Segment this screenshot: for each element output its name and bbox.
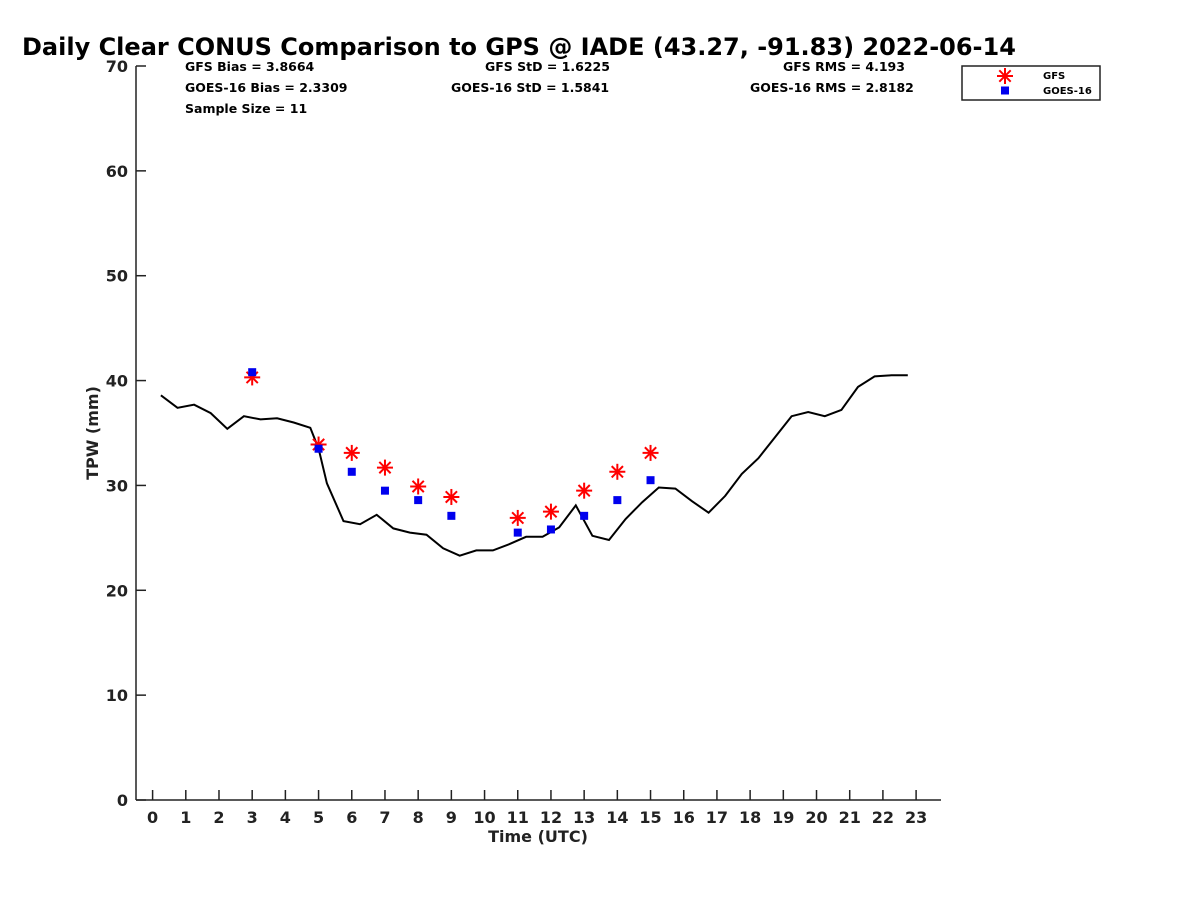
plot-area (160, 368, 908, 557)
gfs-point (542, 503, 559, 520)
x-tick-label: 12 (540, 808, 562, 827)
x-tick-label: 22 (872, 808, 894, 827)
gfs-point (609, 463, 626, 480)
x-tick-label: 4 (280, 808, 291, 827)
goes-rms-stat: GOES-16 RMS = 2.8182 (750, 80, 914, 95)
x-tick-label: 10 (473, 808, 495, 827)
goes-point (447, 511, 456, 520)
legend: GFS GOES-16 (961, 65, 1101, 101)
legend-gfs-label: GFS (1043, 71, 1065, 82)
gfs-std-stat: GFS StD = 1.6225 (485, 59, 610, 74)
x-tick-label: 11 (507, 808, 529, 827)
gfs-point (509, 509, 526, 526)
x-axis-label: Time (UTC) (488, 827, 588, 846)
goes-point (248, 368, 257, 377)
x-tick-label: 17 (706, 808, 728, 827)
x-tick-label: 14 (606, 808, 628, 827)
goes-point (546, 525, 555, 534)
y-tick-label: 20 (106, 581, 128, 600)
gfs-point (576, 482, 593, 499)
goes-point (646, 476, 655, 485)
stats-panel: GFS Bias = 3.8664 GOES-16 Bias = 2.3309 … (185, 59, 914, 116)
x-tick-label: 7 (379, 808, 390, 827)
legend-gfs-marker (997, 68, 1013, 84)
gps-series-line (160, 374, 908, 557)
y-tick-label: 40 (106, 372, 128, 391)
x-tick-label: 6 (346, 808, 357, 827)
x-tick-label: 15 (639, 808, 661, 827)
x-ticks: 0 1 2 3 4 5 6 7 8 9 10 11 12 13 14 15 16 17 18 19 20 21 22 23 (147, 790, 927, 827)
x-tick-label: 20 (805, 808, 827, 827)
gfs-bias-stat: GFS Bias = 3.8664 (185, 59, 315, 74)
x-tick-label: 16 (673, 808, 695, 827)
x-tick-label: 13 (573, 808, 595, 827)
x-tick-label: 3 (247, 808, 258, 827)
gfs-rms-stat: GFS RMS = 4.193 (783, 59, 905, 74)
goes-point (314, 444, 323, 453)
goes-std-stat: GOES-16 StD = 1.5841 (451, 80, 609, 95)
axes (135, 66, 941, 801)
x-tick-label: 23 (905, 808, 927, 827)
y-tick-label: 70 (106, 57, 128, 76)
goes-point (580, 511, 589, 520)
x-tick-label: 19 (772, 808, 794, 827)
x-tick-label: 9 (446, 808, 457, 827)
x-tick-label: 8 (413, 808, 424, 827)
goes-point (380, 486, 389, 495)
x-tick-label: 18 (739, 808, 761, 827)
legend-goes-marker (1001, 86, 1009, 95)
gfs-point (410, 478, 427, 495)
y-tick-label: 60 (106, 162, 128, 181)
goes-point (347, 467, 356, 476)
goes-point (513, 528, 522, 537)
chart-title: Daily Clear CONUS Comparison to GPS @ IA… (22, 33, 1016, 61)
goes-point (414, 496, 423, 505)
y-ticks: 0 10 20 30 40 50 60 70 (106, 57, 146, 810)
gfs-point (376, 459, 393, 476)
y-tick-label: 50 (106, 267, 128, 286)
goes-bias-stat: GOES-16 Bias = 2.3309 (185, 80, 347, 95)
legend-goes-label: GOES-16 (1043, 86, 1092, 97)
gfs-point (443, 488, 460, 505)
goes-point (613, 496, 622, 505)
x-tick-label: 0 (147, 808, 158, 827)
y-tick-label: 10 (106, 686, 128, 705)
y-axis-label: TPW (mm) (83, 386, 102, 480)
gfs-point (343, 444, 360, 461)
x-tick-label: 21 (839, 808, 861, 827)
x-tick-label: 5 (313, 808, 324, 827)
x-tick-label: 1 (180, 808, 191, 827)
legend-box (961, 65, 1101, 101)
x-tick-label: 2 (213, 808, 224, 827)
y-tick-label: 0 (117, 791, 128, 810)
sample-size-stat: Sample Size = 11 (185, 101, 307, 116)
y-tick-label: 30 (106, 476, 128, 495)
gfs-point (642, 444, 659, 461)
